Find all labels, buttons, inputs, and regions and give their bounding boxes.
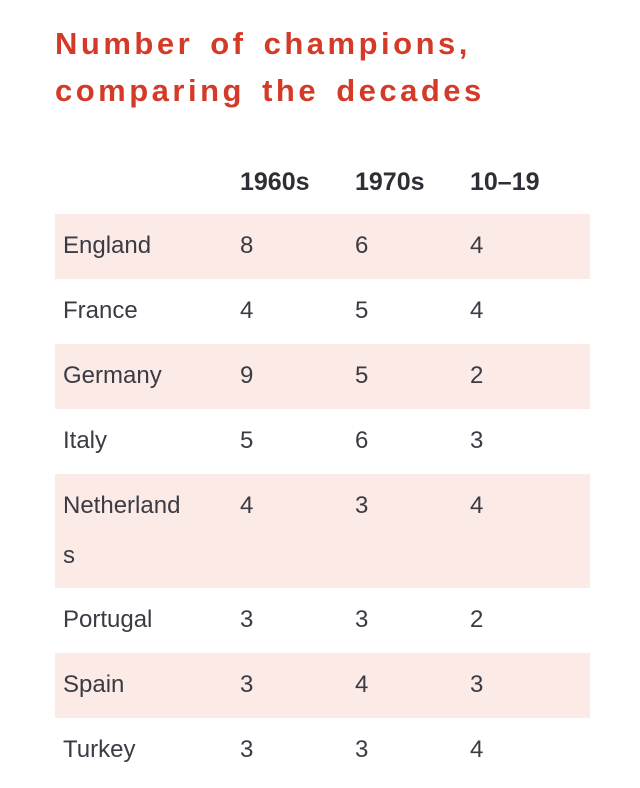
chart-title: Number of champions, comparing the decad… bbox=[55, 20, 590, 114]
table-row: England 8 6 4 bbox=[55, 214, 590, 279]
cell-value: 3 bbox=[355, 606, 369, 633]
row-label: Italy bbox=[63, 427, 108, 454]
chart-title-line-2: comparing the decades bbox=[55, 73, 485, 108]
cell-value: 9 bbox=[240, 362, 254, 389]
cell-value: 5 bbox=[355, 362, 369, 389]
cell-value: 3 bbox=[355, 736, 369, 763]
cell-value: 3 bbox=[355, 492, 369, 519]
cell-value: 3 bbox=[470, 427, 484, 454]
table-header-row: 1960s 1970s 10–19 bbox=[55, 167, 590, 197]
cell-value: 8 bbox=[240, 232, 254, 259]
cell-value: 4 bbox=[470, 736, 484, 763]
row-label: France bbox=[63, 297, 138, 324]
cell-value: 5 bbox=[240, 427, 254, 454]
table-row: Spain 3 4 3 bbox=[55, 653, 590, 718]
row-label: Netherlands bbox=[63, 492, 181, 569]
champions-table: England 8 6 4 France 4 5 4 Germany 9 5 2… bbox=[55, 214, 590, 783]
row-label: England bbox=[63, 232, 152, 259]
chart-title-line-1: Number of champions, bbox=[55, 26, 471, 61]
row-label: Portugal bbox=[63, 606, 153, 633]
table-row: Portugal 3 3 2 bbox=[55, 588, 590, 653]
cell-value: 5 bbox=[355, 297, 369, 324]
cell-value: 6 bbox=[355, 427, 369, 454]
cell-value: 4 bbox=[355, 671, 369, 698]
table-row: Turkey 3 3 4 bbox=[55, 718, 590, 783]
cell-value: 3 bbox=[240, 606, 254, 633]
cell-value: 4 bbox=[470, 492, 484, 519]
cell-value: 3 bbox=[240, 671, 254, 698]
row-label: Germany bbox=[63, 362, 162, 389]
table-row: France 4 5 4 bbox=[55, 279, 590, 344]
row-label: Spain bbox=[63, 671, 125, 698]
cell-value: 3 bbox=[240, 736, 254, 763]
table-row: Netherlands 4 3 4 bbox=[55, 474, 590, 588]
cell-value: 4 bbox=[240, 297, 254, 324]
row-label: Turkey bbox=[63, 736, 136, 763]
cell-value: 2 bbox=[470, 362, 484, 389]
column-header-1970s: 1970s bbox=[355, 168, 425, 196]
column-header-1960s: 1960s bbox=[240, 168, 310, 196]
cell-value: 2 bbox=[470, 606, 484, 633]
cell-value: 4 bbox=[240, 492, 254, 519]
cell-value: 4 bbox=[470, 232, 484, 259]
column-header-spacer bbox=[55, 167, 240, 197]
table-row: Germany 9 5 2 bbox=[55, 344, 590, 409]
column-header-10-19: 10–19 bbox=[470, 168, 540, 196]
table-row: Italy 5 6 3 bbox=[55, 409, 590, 474]
cell-value: 4 bbox=[470, 297, 484, 324]
cell-value: 6 bbox=[355, 232, 369, 259]
cell-value: 3 bbox=[470, 671, 484, 698]
